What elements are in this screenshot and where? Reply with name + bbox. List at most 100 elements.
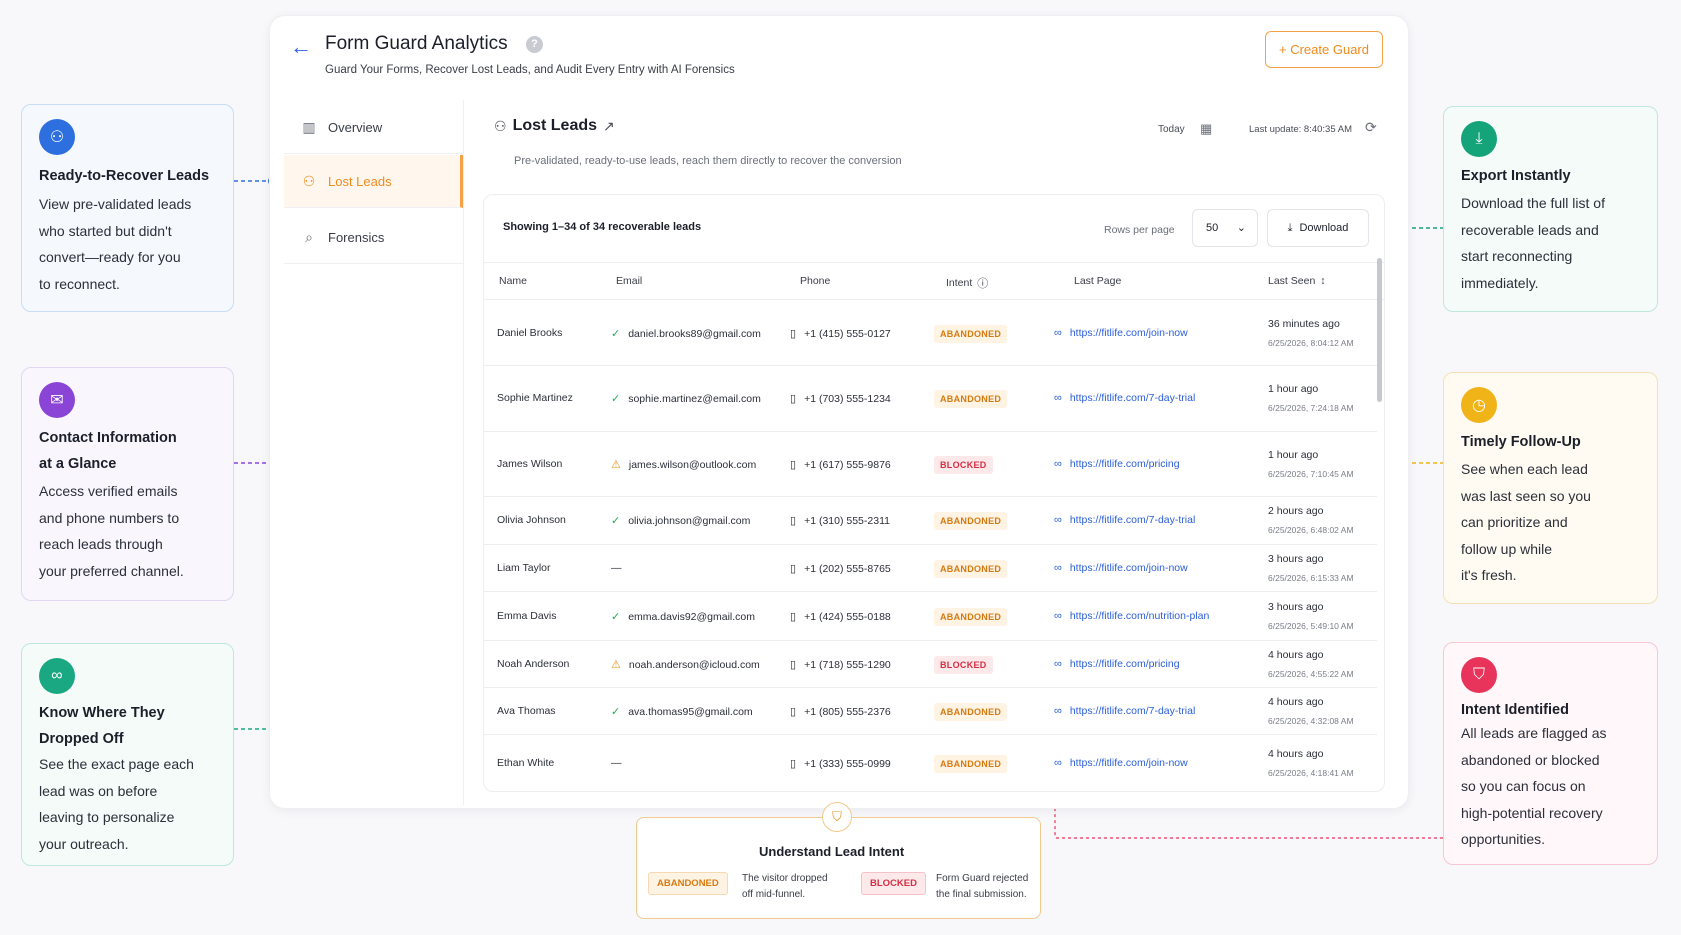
last-seen-timestamp: 6/25/2026, 5:49:10 AM bbox=[1268, 621, 1354, 631]
table-row[interactable]: Liam Taylor — ▯ +1 (202) 555-8765 ABANDONED ∞… bbox=[484, 545, 1377, 592]
nav-item-forensics[interactable]: ⌕ Forensics bbox=[284, 211, 463, 264]
help-icon[interactable]: ? bbox=[526, 36, 543, 53]
table-row[interactable]: Olivia Johnson ✓ olivia.johnson@gmail.com ▯… bbox=[484, 497, 1377, 545]
intent-badge: ABANDONED bbox=[934, 608, 1008, 626]
email-text: daniel.brooks89@gmail.com bbox=[628, 327, 761, 340]
verified-icon: ✓ bbox=[611, 328, 621, 340]
download-icon: ⤓ bbox=[1461, 121, 1497, 157]
refresh-icon[interactable]: ⟳ bbox=[1365, 119, 1377, 135]
feature-title: Intent Identified bbox=[1461, 702, 1569, 718]
table-row[interactable]: Ethan White — ▯ +1 (333) 555-0999 ABANDONED ∞… bbox=[484, 735, 1377, 792]
table-row[interactable]: Ava Thomas ✓ ava.thomas95@gmail.com ▯ +1 (80… bbox=[484, 688, 1377, 735]
column-header[interactable]: Email bbox=[616, 275, 643, 287]
calendar-icon[interactable]: ▦ bbox=[1200, 121, 1213, 136]
lead-email[interactable]: ⚠ noah.anderson@icloud.com bbox=[611, 658, 760, 672]
warning-icon: ⚠ bbox=[611, 459, 621, 471]
info-icon[interactable]: ⓘ bbox=[977, 278, 989, 290]
lead-email[interactable]: ⚠ james.wilson@outlook.com bbox=[611, 458, 756, 472]
last-page-link[interactable]: ∞ https://fitlife.com/join-now bbox=[1054, 757, 1188, 769]
download-button[interactable]: ⤓ Download bbox=[1267, 209, 1369, 247]
lead-email[interactable]: ✓ daniel.brooks89@gmail.com bbox=[611, 327, 761, 341]
link-icon: ∞ bbox=[1054, 562, 1062, 574]
feature-card-contact-info: ✉ Contact Information at a Glance Access … bbox=[21, 367, 234, 601]
lead-email[interactable]: ✓ sophie.martinez@email.com bbox=[611, 392, 761, 406]
nav-item-overview[interactable]: ▥ Overview bbox=[284, 101, 463, 154]
intent-badge: ABANDONED bbox=[934, 325, 1008, 343]
feature-title: Timely Follow-Up bbox=[1461, 434, 1581, 450]
last-page-link[interactable]: ∞ https://fitlife.com/7-day-trial bbox=[1054, 705, 1195, 717]
lead-phone[interactable]: ▯ +1 (333) 555-0999 bbox=[790, 757, 891, 771]
column-header-label: Last Seen bbox=[1268, 275, 1316, 287]
last-seen-timestamp: 6/25/2026, 7:24:18 AM bbox=[1268, 403, 1354, 413]
phone-icon: ▯ bbox=[790, 706, 797, 718]
last-page-link[interactable]: ∞ https://fitlife.com/pricing bbox=[1054, 458, 1180, 470]
last-seen-relative: 3 hours ago bbox=[1268, 601, 1324, 613]
intent-badge: ABANDONED bbox=[934, 703, 1008, 721]
feature-card-ready-to-recover: ⚇ Ready-to-Recover Leads View pre-valida… bbox=[21, 104, 234, 312]
table-row[interactable]: Daniel Brooks ✓ daniel.brooks89@gmail.com ▯… bbox=[484, 301, 1377, 366]
back-arrow-icon[interactable]: ← bbox=[290, 34, 312, 59]
last-page-link[interactable]: ∞ https://fitlife.com/join-now bbox=[1054, 327, 1188, 339]
last-seen-relative: 3 hours ago bbox=[1268, 553, 1324, 565]
rows-per-page-label: Rows per page bbox=[1104, 224, 1175, 236]
date-filter-label[interactable]: Today bbox=[1158, 124, 1185, 135]
last-page-link[interactable]: ∞ https://fitlife.com/pricing bbox=[1054, 658, 1180, 670]
table-row[interactable]: Emma Davis ✓ emma.davis92@gmail.com ▯ +1 (42… bbox=[484, 592, 1377, 641]
link-text: https://fitlife.com/7-day-trial bbox=[1069, 392, 1196, 404]
lead-email[interactable]: ✓ emma.davis92@gmail.com bbox=[611, 610, 755, 624]
table-row[interactable]: James Wilson ⚠ james.wilson@outlook.com ▯ +1… bbox=[484, 432, 1377, 497]
link-text: https://fitlife.com/pricing bbox=[1069, 658, 1180, 670]
last-page-link[interactable]: ∞ https://fitlife.com/nutrition-plan bbox=[1054, 610, 1209, 622]
phone-icon: ▯ bbox=[790, 563, 797, 575]
feature-card-export: ⤓ Export Instantly Download the full lis… bbox=[1443, 106, 1658, 312]
intent-badge: ABANDONED bbox=[934, 512, 1008, 530]
nav-item-label: Overview bbox=[328, 119, 383, 135]
lead-phone[interactable]: ▯ +1 (202) 555-8765 bbox=[790, 562, 891, 576]
nav-item-lost-leads[interactable]: ⚇ Lost Leads bbox=[284, 155, 463, 208]
last-seen-relative: 4 hours ago bbox=[1268, 748, 1324, 760]
bar-chart-icon: ▥ bbox=[302, 118, 316, 135]
last-page-link[interactable]: ∞ https://fitlife.com/join-now bbox=[1054, 562, 1188, 574]
external-link-icon[interactable]: ↗ bbox=[603, 117, 615, 134]
lead-phone[interactable]: ▯ +1 (703) 555-1234 bbox=[790, 392, 891, 406]
create-guard-button[interactable]: + Create Guard bbox=[1265, 31, 1383, 68]
table-row[interactable]: Noah Anderson ⚠ noah.anderson@icloud.com ▯ +… bbox=[484, 641, 1377, 688]
lead-email[interactable]: ✓ ava.thomas95@gmail.com bbox=[611, 705, 753, 719]
rows-per-page-select[interactable]: 50 ⌄ bbox=[1192, 209, 1258, 247]
lead-email[interactable]: — bbox=[611, 757, 622, 769]
chevron-down-icon: ⌄ bbox=[1236, 222, 1246, 234]
lead-phone[interactable]: ▯ +1 (617) 555-9876 bbox=[790, 458, 891, 472]
lead-name: Olivia Johnson bbox=[497, 514, 566, 526]
column-header-intent[interactable]: Intent ⓘ bbox=[946, 275, 988, 291]
section-description: Pre-validated, ready-to-use leads, reach… bbox=[514, 155, 902, 167]
feature-body: See the exact page each lead was on befor… bbox=[39, 756, 194, 852]
column-header[interactable]: Name bbox=[499, 275, 528, 287]
blocked-badge: BLOCKED bbox=[861, 872, 926, 895]
table-row[interactable]: Sophie Martinez ✓ sophie.martinez@email.co… bbox=[484, 366, 1377, 432]
feature-body: See when each lead was last seen so you ca… bbox=[1461, 461, 1591, 583]
phone-text: +1 (805) 555-2376 bbox=[804, 705, 891, 718]
email-text: — bbox=[611, 562, 622, 574]
table-scrollbar[interactable] bbox=[1377, 258, 1382, 402]
lead-phone[interactable]: ▯ +1 (805) 555-2376 bbox=[790, 705, 891, 719]
lead-phone[interactable]: ▯ +1 (415) 555-0127 bbox=[790, 327, 891, 341]
column-header[interactable]: Phone bbox=[800, 275, 831, 287]
last-seen-relative: 36 minutes ago bbox=[1268, 318, 1340, 330]
column-header-last-seen[interactable]: Last Seen ↕ bbox=[1268, 275, 1326, 287]
phone-icon: ▯ bbox=[790, 611, 797, 623]
lead-email[interactable]: — bbox=[611, 562, 622, 574]
nav-item-label: Forensics bbox=[328, 229, 385, 245]
column-header[interactable]: Last Page bbox=[1074, 275, 1122, 287]
lead-phone[interactable]: ▯ +1 (718) 555-1290 bbox=[790, 658, 891, 672]
lead-phone[interactable]: ▯ +1 (424) 555-0188 bbox=[790, 610, 891, 624]
lead-email[interactable]: ✓ olivia.johnson@gmail.com bbox=[611, 514, 750, 528]
sort-icon[interactable]: ↕ bbox=[1320, 275, 1326, 287]
shield-icon: ⛉ bbox=[822, 802, 852, 832]
link-icon: ∞ bbox=[1054, 392, 1062, 404]
last-page-link[interactable]: ∞ https://fitlife.com/7-day-trial bbox=[1054, 514, 1195, 526]
intent-badge: BLOCKED bbox=[934, 656, 993, 674]
lead-phone[interactable]: ▯ +1 (310) 555-2311 bbox=[790, 514, 890, 528]
warning-icon: ⚠ bbox=[611, 659, 621, 671]
last-page-link[interactable]: ∞ https://fitlife.com/7-day-trial bbox=[1054, 392, 1195, 404]
abandoned-description: The visitor dropped off mid-funnel. bbox=[742, 873, 828, 900]
